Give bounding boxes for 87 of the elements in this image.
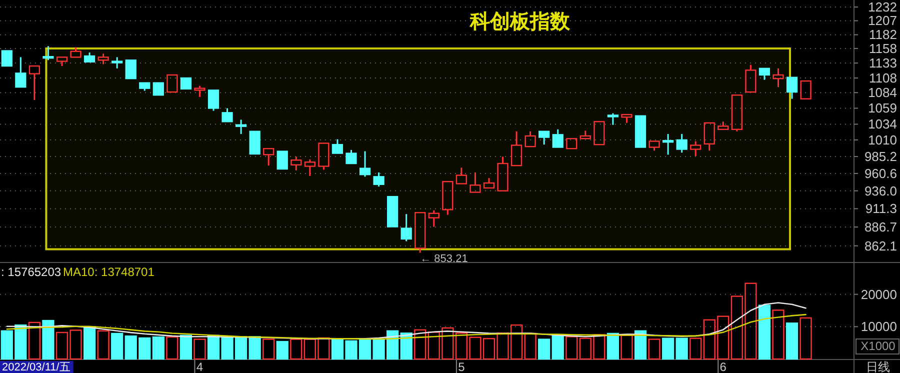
candlestick xyxy=(580,130,591,140)
x-tick-label: 4 xyxy=(196,360,204,373)
candlestick xyxy=(470,172,481,193)
x-tick-label: 5 xyxy=(458,360,466,373)
text: 2022/03/11/五 xyxy=(2,362,70,373)
bar xyxy=(166,336,178,360)
candlestick xyxy=(704,122,715,152)
candlestick xyxy=(249,130,260,155)
candlestick xyxy=(152,82,164,96)
annotation: MA10: 13748701 xyxy=(63,265,155,279)
candlestick xyxy=(290,156,302,172)
candlestick xyxy=(1,50,12,67)
candlestick xyxy=(786,76,798,100)
y-tick-label: 1084 xyxy=(868,85,897,100)
bar xyxy=(276,340,288,360)
y-tick-label: 1158 xyxy=(869,40,897,56)
y-tick-label: 10000 xyxy=(860,319,897,334)
candlestick xyxy=(497,156,508,192)
bar xyxy=(83,326,96,360)
candlestick xyxy=(387,196,398,228)
annotation: ← 853.21 xyxy=(420,252,468,265)
candlestick xyxy=(15,56,26,88)
candlestick xyxy=(180,77,192,90)
bar xyxy=(772,310,784,360)
y-tick-label: 862.1 xyxy=(864,238,897,254)
candlestick xyxy=(235,118,247,135)
y-tick-label: 960.6 xyxy=(864,166,897,181)
bar xyxy=(97,330,110,360)
bar xyxy=(180,334,192,360)
candlestick xyxy=(634,115,646,148)
bar xyxy=(690,338,702,360)
bar xyxy=(648,338,660,360)
text: 科创板指数 xyxy=(469,11,571,33)
line-series xyxy=(6,302,806,340)
bar xyxy=(634,330,647,360)
text: X1000 xyxy=(860,339,896,353)
candlestick xyxy=(456,166,467,184)
candlestick xyxy=(483,177,495,189)
candlestick xyxy=(28,65,40,101)
y-tick-label: 1034 xyxy=(868,116,897,132)
y-tick-label: 911.3 xyxy=(865,201,897,216)
candlestick xyxy=(800,80,812,100)
x-tick-label: 6 xyxy=(720,360,727,373)
bar xyxy=(42,320,54,360)
y-tick-label: 1207 xyxy=(868,13,897,28)
y-tick-label: 20000 xyxy=(860,286,897,302)
bar xyxy=(400,332,412,360)
candlestick xyxy=(594,121,605,146)
y-tick-label: 886.7 xyxy=(864,220,897,235)
y-tick-label: 1182 xyxy=(869,27,897,42)
text: 日线 xyxy=(866,360,890,373)
bar xyxy=(566,336,578,360)
bar xyxy=(552,334,564,360)
bar xyxy=(800,317,812,360)
y-tick-label: 1010 xyxy=(868,132,897,148)
bar xyxy=(111,332,124,360)
candlestick xyxy=(772,68,784,88)
candlestick xyxy=(621,114,632,124)
y-tick-label: 1133 xyxy=(869,56,897,71)
bar xyxy=(290,338,302,360)
bar xyxy=(606,332,620,360)
y-tick-label: 1232 xyxy=(868,0,897,15)
candlestick xyxy=(510,130,522,166)
bar xyxy=(786,322,798,360)
bar xyxy=(152,336,164,360)
bar xyxy=(538,338,550,360)
y-tick-label: 1108 xyxy=(869,70,897,86)
candlestick xyxy=(566,138,578,150)
y-tick-label: 985.2 xyxy=(864,149,897,164)
bar xyxy=(758,304,771,360)
candlestick xyxy=(662,133,674,156)
bar xyxy=(662,338,674,360)
candlestick xyxy=(758,68,770,81)
candlestick xyxy=(166,74,178,93)
bar xyxy=(676,338,688,360)
annotation: : 15765203 xyxy=(1,265,62,279)
y-tick-label: 1059 xyxy=(868,100,897,116)
bar xyxy=(248,336,261,360)
candlestick xyxy=(263,148,274,166)
bar xyxy=(262,338,275,360)
bar xyxy=(194,338,206,360)
bar xyxy=(414,329,426,360)
y-tick-label: 936.0 xyxy=(864,183,897,198)
candlestick xyxy=(125,60,136,80)
candlestick xyxy=(276,150,288,170)
bar xyxy=(28,322,40,360)
line-series xyxy=(6,314,806,340)
